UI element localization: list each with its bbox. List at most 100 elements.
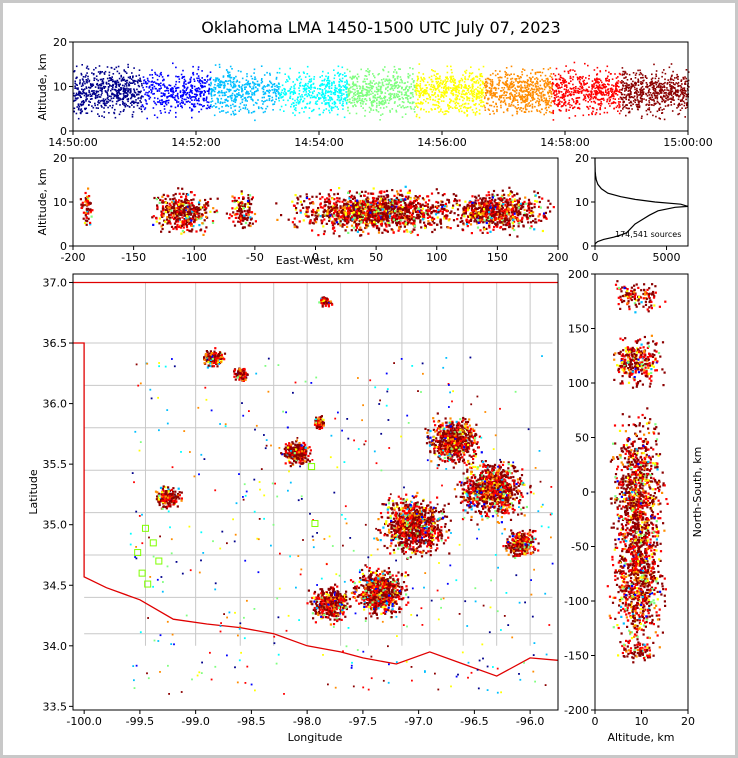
time-altitude-point [206,107,209,110]
time-altitude-point [568,93,571,96]
east-west-point [87,199,90,202]
time-altitude-point [253,84,255,86]
time-altitude-point [80,103,82,106]
east-west-point [85,199,88,202]
time-altitude-point [393,71,395,73]
east-west-point [193,212,196,215]
time-altitude-point [654,90,656,93]
time-altitude-point [249,86,252,88]
time-altitude-point [185,93,187,96]
time-altitude-point [268,97,271,100]
time-altitude-point [634,91,637,93]
time-altitude-point [93,73,95,75]
time-altitude-point [277,93,280,95]
time-altitude-point [467,87,470,90]
time-altitude-point [508,88,511,91]
time-altitude-point [472,95,474,97]
time-altitude-point [443,96,445,99]
time-altitude-point [648,97,651,100]
time-altitude-point [160,82,162,85]
time-altitude-point [193,85,196,88]
time-altitude-point [96,94,99,97]
time-altitude-point [361,98,364,100]
time-altitude-point [591,107,594,109]
time-altitude-point [149,96,152,99]
time-altitude-point [458,80,460,83]
time-altitude-point [217,98,219,101]
time-altitude-point [550,111,553,114]
time-altitude-point [595,84,598,87]
time-altitude-point [333,80,335,83]
time-altitude-point [201,80,203,82]
time-altitude-point [99,96,102,98]
time-altitude-point [82,79,84,81]
time-altitude-point [255,90,257,93]
time-altitude-point [637,108,639,111]
time-altitude-point [493,105,496,108]
time-altitude-point [476,97,479,99]
time-altitude-point [325,108,328,110]
time-altitude-point [174,95,177,97]
time-altitude-point [312,96,315,98]
time-altitude-point [110,66,113,69]
time-altitude-point [377,111,380,113]
time-altitude-point [308,107,311,109]
time-altitude-point [468,84,470,87]
time-altitude-point [583,89,585,91]
time-altitude-point [244,106,247,109]
time-altitude-point [491,95,493,97]
east-west-point [172,194,175,197]
time-altitude-point [615,92,617,95]
time-altitude-point [222,101,224,104]
time-altitude-point [219,102,221,105]
time-altitude-point [321,89,324,91]
time-altitude-point [334,86,336,89]
time-altitude-point [133,79,136,82]
time-altitude-point [361,95,363,97]
time-altitude-point [328,91,330,93]
time-altitude-point [156,82,158,85]
time-altitude-point [567,94,569,97]
time-altitude-point [519,80,521,83]
time-altitude-point [615,82,617,85]
time-altitude-point [489,113,491,115]
time-altitude-point [648,100,650,102]
time-altitude-point [330,87,333,89]
time-altitude-point [522,96,525,98]
time-altitude-point [445,81,448,83]
time-altitude-point [662,90,665,92]
east-west-point [172,202,175,205]
time-altitude-point [627,111,630,114]
time-altitude-point [379,119,381,121]
time-altitude-point [240,86,243,88]
time-altitude-point [262,111,265,114]
time-altitude-point [290,105,292,108]
time-altitude-point [353,97,355,100]
time-altitude-point [401,96,404,99]
time-altitude-point [527,88,530,90]
east-west-point [216,211,219,214]
time-altitude-point [486,90,488,93]
time-altitude-point [599,102,602,105]
time-altitude-point [659,85,662,87]
time-altitude-point [108,77,111,79]
time-altitude-point [97,102,100,104]
time-altitude-point [672,96,674,98]
time-altitude-point [525,108,527,111]
time-altitude-point [345,79,348,82]
time-altitude-point [205,97,208,100]
time-altitude-point [417,77,420,80]
time-altitude-point [584,62,586,65]
time-altitude-point [345,91,347,93]
time-altitude-point [389,109,391,112]
time-altitude-point [104,70,107,73]
time-altitude-point [116,95,119,97]
time-altitude-point [119,89,121,91]
time-altitude-point [655,115,657,118]
time-altitude-point [644,76,647,79]
time-altitude-point [654,88,657,91]
time-altitude-point [262,103,264,105]
time-altitude-point [579,76,581,78]
time-altitude-point [672,70,674,73]
time-altitude-point [677,78,679,80]
